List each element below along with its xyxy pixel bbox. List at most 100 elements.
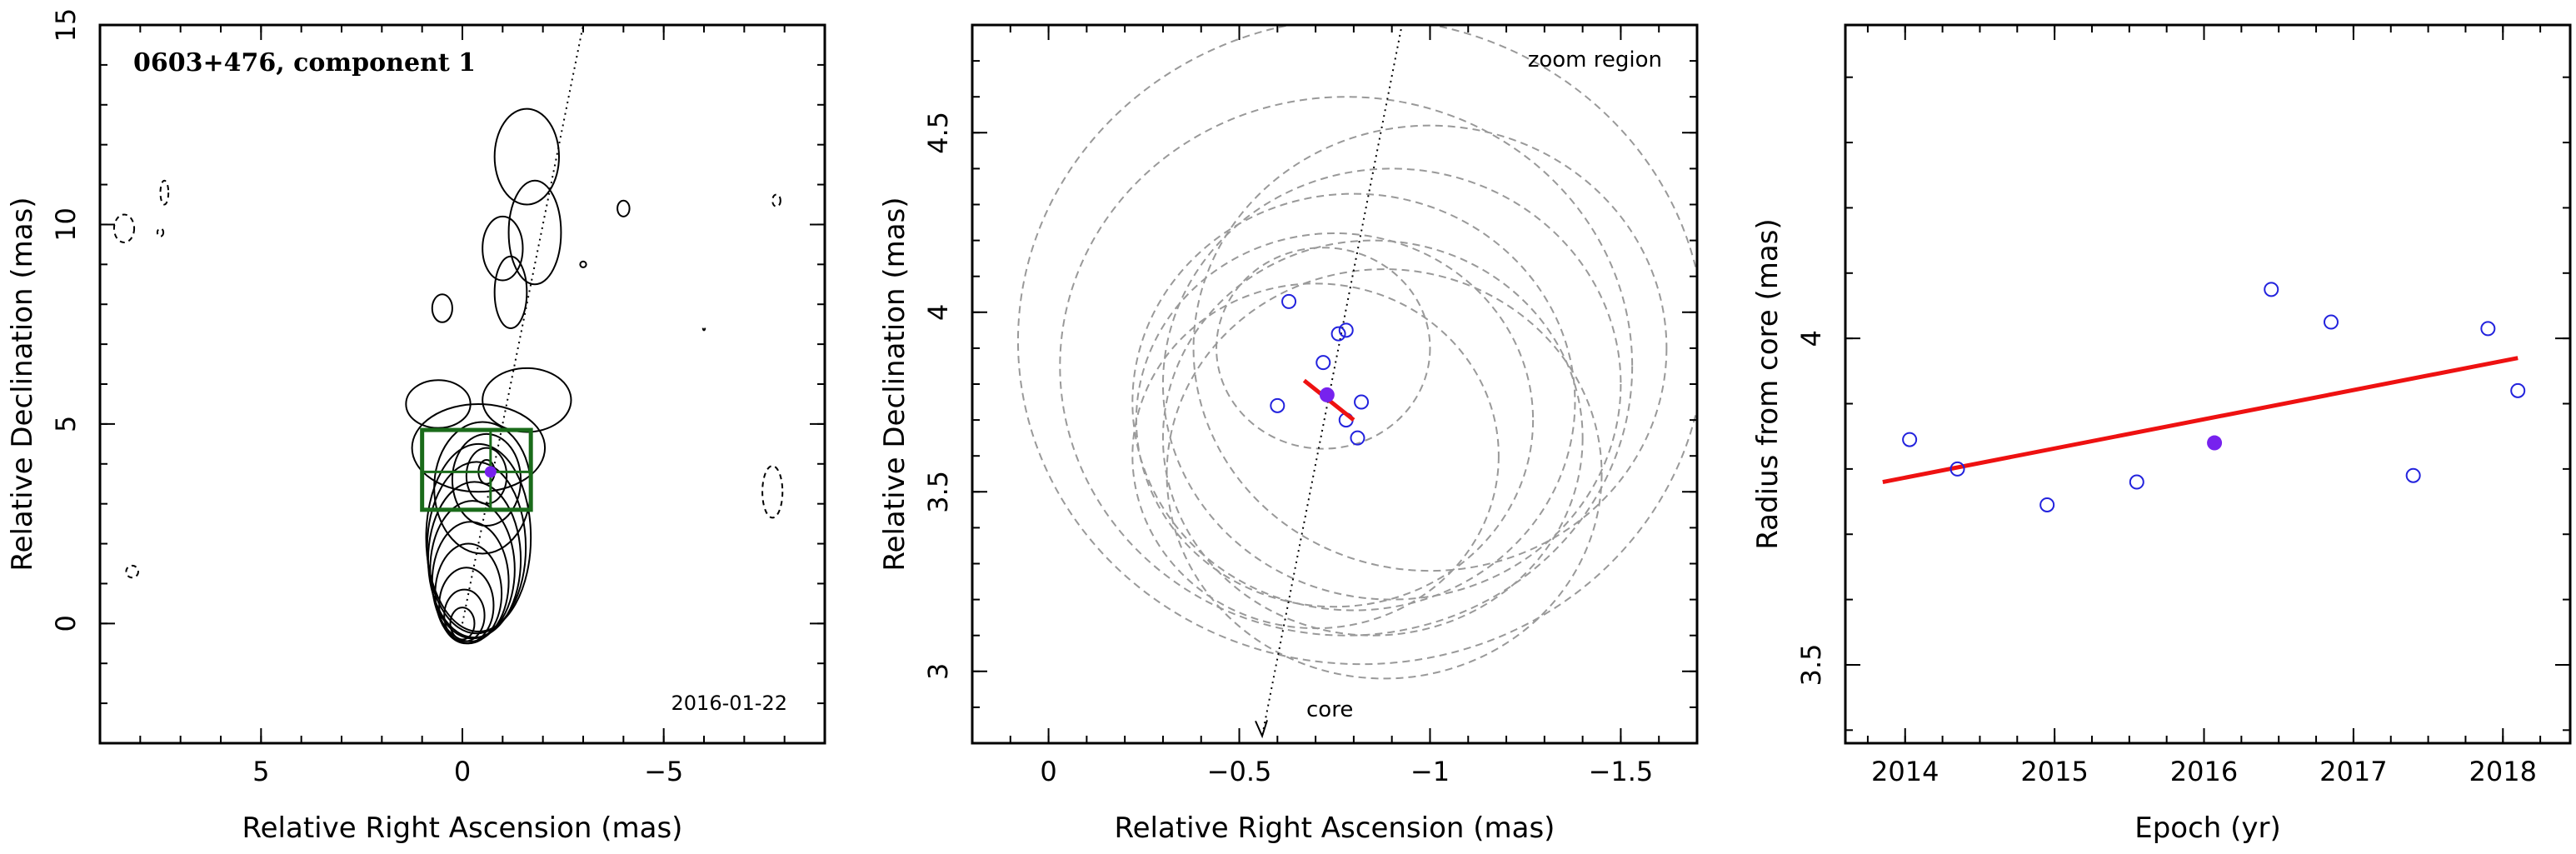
panel-3-xtick-label: 2016 [2170, 756, 2238, 787]
contour-line [493, 255, 528, 329]
panel-1-y-axis-label: Relative Declination (mas) [6, 197, 39, 571]
panel-1-ytick-label: 5 [50, 416, 82, 432]
radius-point [2264, 282, 2279, 297]
contour-line [465, 447, 508, 505]
panel-1-title: 0603+476, component 1 [133, 48, 476, 77]
panel-2-ytick-label: 3 [922, 663, 954, 680]
panel-1-contour-map: 0603+476, component 1 2016-01-22 Relativ… [6, 8, 826, 845]
error-circle [1135, 232, 1535, 608]
error-circle [1131, 282, 1500, 630]
negative-contour-line [159, 179, 170, 206]
contour-line [425, 442, 532, 632]
panel-1-ytick-label: 0 [50, 615, 82, 632]
contour-line [431, 521, 510, 642]
error-circle [1216, 247, 1431, 450]
panel-1-xtick-label: 5 [252, 756, 269, 787]
panel-2-core-annotation: core [1306, 697, 1353, 722]
epoch-position-point [1330, 326, 1346, 342]
contour-line [451, 432, 522, 527]
panel-2-zoom: zoom region core Relative Right Ascensio… [878, 23, 1699, 845]
current-epoch-radius-point [2207, 435, 2223, 451]
panel-3-radius-vs-epoch: Epoch (yr) Radius from core (mas) 2014 20… [1751, 23, 2572, 845]
core-arrowhead [1255, 720, 1268, 739]
error-circle [1131, 192, 1576, 612]
panel-1-xtick-label: −5 [644, 756, 683, 787]
error-circle [1161, 239, 1584, 637]
panel-1-ytick-label: 10 [50, 207, 82, 242]
panel-2-frame [971, 23, 1699, 745]
panel-2-zoom-annotation: zoom region [1528, 47, 1662, 72]
panel-1-ytick-label: 15 [50, 8, 82, 42]
panel-1-contours [112, 25, 784, 645]
error-circle [1192, 124, 1668, 572]
epoch-position-point [1315, 355, 1331, 371]
radius-point [2510, 382, 2526, 398]
radius-point [2323, 314, 2339, 330]
panel-3-x-axis-label: Epoch (yr) [2134, 812, 2281, 845]
current-epoch-point [1319, 387, 1335, 402]
panel-3-frame [1844, 23, 2572, 745]
radius-point [2039, 497, 2055, 512]
epoch-position-point [1281, 293, 1297, 309]
epoch-position-point [1338, 322, 1354, 338]
core-direction-line [1261, 25, 1403, 737]
panel-2-x-axis-label: Relative Right Ascension (mas) [1115, 812, 1555, 845]
contour-line [579, 260, 587, 268]
negative-contour-line [156, 227, 165, 237]
panel-3-ticks: 2014 2015 2016 2017 2018 3.5 4 [1795, 25, 2570, 787]
radius-point [2480, 321, 2496, 337]
panel-3-y-axis-label: Radius from core (mas) [1751, 218, 1785, 549]
jet-axis-line [462, 25, 584, 624]
contour-line [493, 107, 560, 206]
panel-2-xtick-label: −1.5 [1589, 756, 1654, 787]
panel-3-xtick-label: 2018 [2469, 756, 2537, 787]
contour-line [429, 500, 516, 640]
contour-line [431, 293, 453, 323]
error-circle [1017, 25, 1697, 666]
panel-2-ytick-label: 4 [922, 304, 954, 321]
contour-line [507, 179, 562, 286]
negative-contour-line [125, 564, 139, 579]
radius-point [2405, 467, 2421, 483]
error-circle [1166, 268, 1603, 680]
panel-1-xtick-label: 0 [454, 756, 471, 787]
panel-1-date-annotation: 2016-01-22 [671, 692, 787, 715]
contour-line [405, 379, 472, 429]
panel-2-xtick-label: 0 [1040, 756, 1056, 787]
epoch-position-point [1350, 430, 1365, 446]
contour-line [617, 199, 631, 217]
negative-contour-line [761, 465, 784, 519]
panel-2-xtick-label: −0.5 [1207, 756, 1272, 787]
panel-2-plot-area [1017, 25, 1697, 739]
contour-line [482, 367, 572, 433]
panel-1-ticks: 5 0 −5 0 5 10 15 [50, 8, 826, 787]
panel-2-ytick-label: 3.5 [922, 471, 954, 513]
radius-point [1902, 432, 1918, 447]
panel-1-x-axis-label: Relative Right Ascension (mas) [242, 812, 683, 845]
panel-3-xtick-label: 2015 [2020, 756, 2088, 787]
contour-line [482, 215, 524, 282]
panel-2-ticks: 0 −0.5 −1 −1.5 3 3.5 4 4.5 [922, 24, 1698, 787]
negative-contour-line [701, 325, 706, 332]
radius-point [1949, 461, 1965, 477]
radius-point [2129, 474, 2144, 490]
contour-line [411, 402, 547, 493]
epoch-position-point [1354, 394, 1370, 410]
panel-2-y-axis-label: Relative Declination (mas) [878, 197, 911, 571]
component-marker [484, 466, 497, 478]
panel-3-ytick-label: 3.5 [1795, 644, 1827, 687]
error-circle [1161, 167, 1622, 601]
panel-3-xtick-label: 2014 [1871, 756, 1939, 787]
negative-contour-line [771, 193, 781, 207]
panel-3-xtick-label: 2017 [2319, 756, 2387, 787]
panel-2-ytick-label: 4.5 [922, 112, 954, 154]
contour-line [426, 461, 527, 635]
error-circle [1059, 96, 1634, 637]
fit-line [1882, 356, 2519, 484]
negative-contour-line [112, 213, 136, 243]
panel-2-xtick-label: −1 [1410, 756, 1450, 787]
panel-3-ytick-label: 4 [1795, 330, 1827, 347]
zoom-box [420, 427, 533, 512]
epoch-position-point [1270, 397, 1286, 413]
